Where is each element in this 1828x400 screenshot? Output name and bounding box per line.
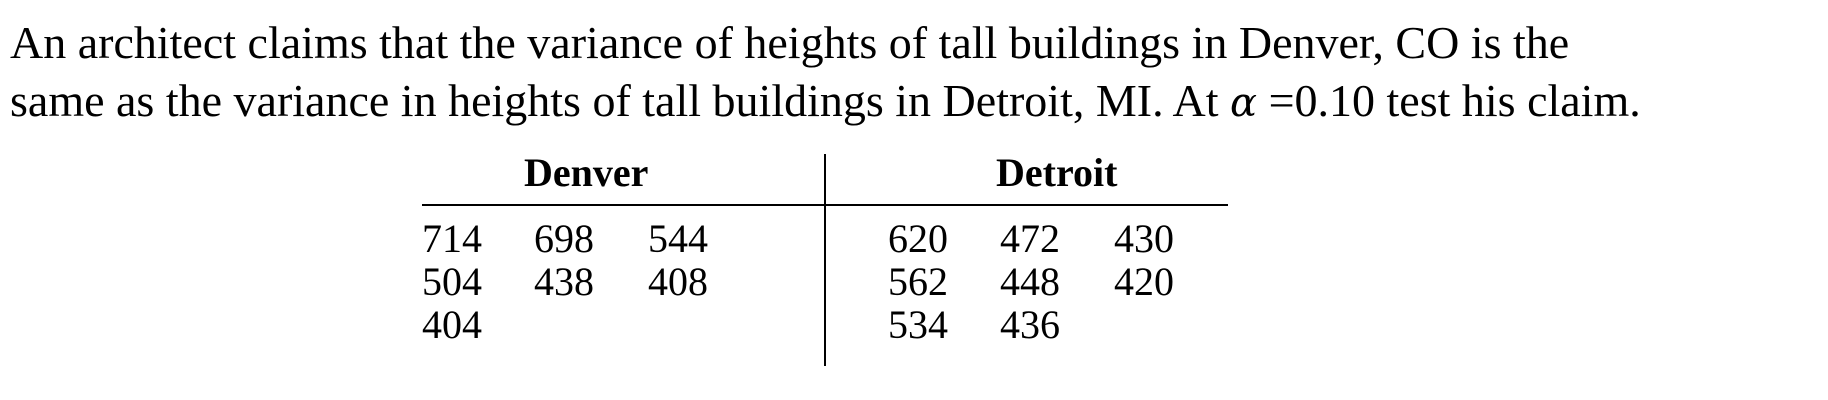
denver-cell-r2c2: 438 (534, 259, 594, 304)
header-denver: Denver (524, 150, 649, 195)
problem-line-2-suffix: =0.10 test his claim. (1257, 75, 1641, 126)
denver-cell-r1c1: 714 (422, 216, 482, 261)
problem-line-2: same as the variance in heights of tall … (10, 72, 1810, 132)
heights-table: Denver Detroit 714 698 544 504 438 408 4… (422, 150, 1228, 366)
detroit-cell-r3c1: 534 (888, 302, 948, 347)
denver-cell-r1c3: 544 (648, 216, 708, 261)
detroit-cell-r2c3: 420 (1114, 259, 1174, 304)
detroit-cell-r1c1: 620 (888, 216, 948, 261)
detroit-cell-r1c2: 472 (1000, 216, 1060, 261)
problem-line-1: An architect claims that the variance of… (10, 17, 1570, 68)
denver-cell-r2c1: 504 (422, 259, 482, 304)
header-detroit: Detroit (996, 150, 1118, 195)
detroit-cell-r1c3: 430 (1114, 216, 1174, 261)
problem-line-2-prefix: same as the variance in heights of tall … (10, 75, 1231, 126)
detroit-cell-r2c1: 562 (888, 259, 948, 304)
denver-cell-r2c3: 408 (648, 259, 708, 304)
denver-cell-r1c2: 698 (534, 216, 594, 261)
detroit-cell-r3c2: 436 (1000, 302, 1060, 347)
detroit-cell-r2c2: 448 (1000, 259, 1060, 304)
problem-statement: An architect claims that the variance of… (10, 14, 1810, 132)
column-divider (824, 154, 826, 366)
alpha-symbol: α (1230, 80, 1258, 126)
denver-cell-r3c1: 404 (422, 302, 482, 347)
